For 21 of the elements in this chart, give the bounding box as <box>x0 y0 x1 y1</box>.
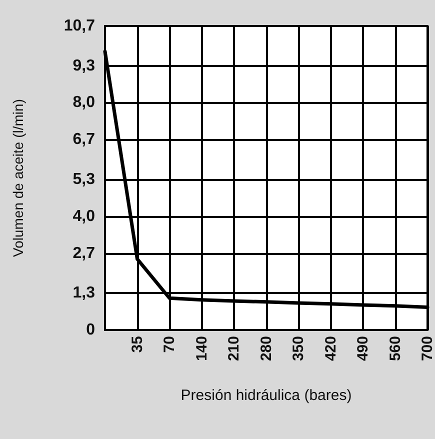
x-tick-label: 70 <box>161 336 178 353</box>
x-tick-label: 35 <box>128 336 146 353</box>
y-tick-label: 4,0 <box>72 208 96 225</box>
y-axis-title: Volumen de aceite (l/min) <box>10 99 26 257</box>
x-tick-label: 350 <box>290 336 307 362</box>
y-tick-label: 10,7 <box>64 18 96 34</box>
x-tick-label: 280 <box>258 336 275 362</box>
x-tick-label: 560 <box>386 336 404 362</box>
x-tick-label: 420 <box>322 336 340 362</box>
x-tick-label: 210 <box>226 336 242 362</box>
y-tick-label: 1,3 <box>72 284 96 302</box>
y-tick-label: 2,7 <box>72 244 96 262</box>
y-tick-label: 0 <box>86 322 96 338</box>
x-tick-label: 490 <box>354 336 372 362</box>
x-tick-label: 700 <box>419 336 435 362</box>
y-tick-label: 6,7 <box>72 131 96 148</box>
x-tick-label: 140 <box>193 336 210 362</box>
y-tick-label: 9,3 <box>72 57 96 74</box>
x-axis-title: Presión hidráulica (bares) <box>180 387 352 404</box>
y-tick-label: 8,0 <box>72 94 96 112</box>
y-tick-label: 5,3 <box>72 170 96 188</box>
